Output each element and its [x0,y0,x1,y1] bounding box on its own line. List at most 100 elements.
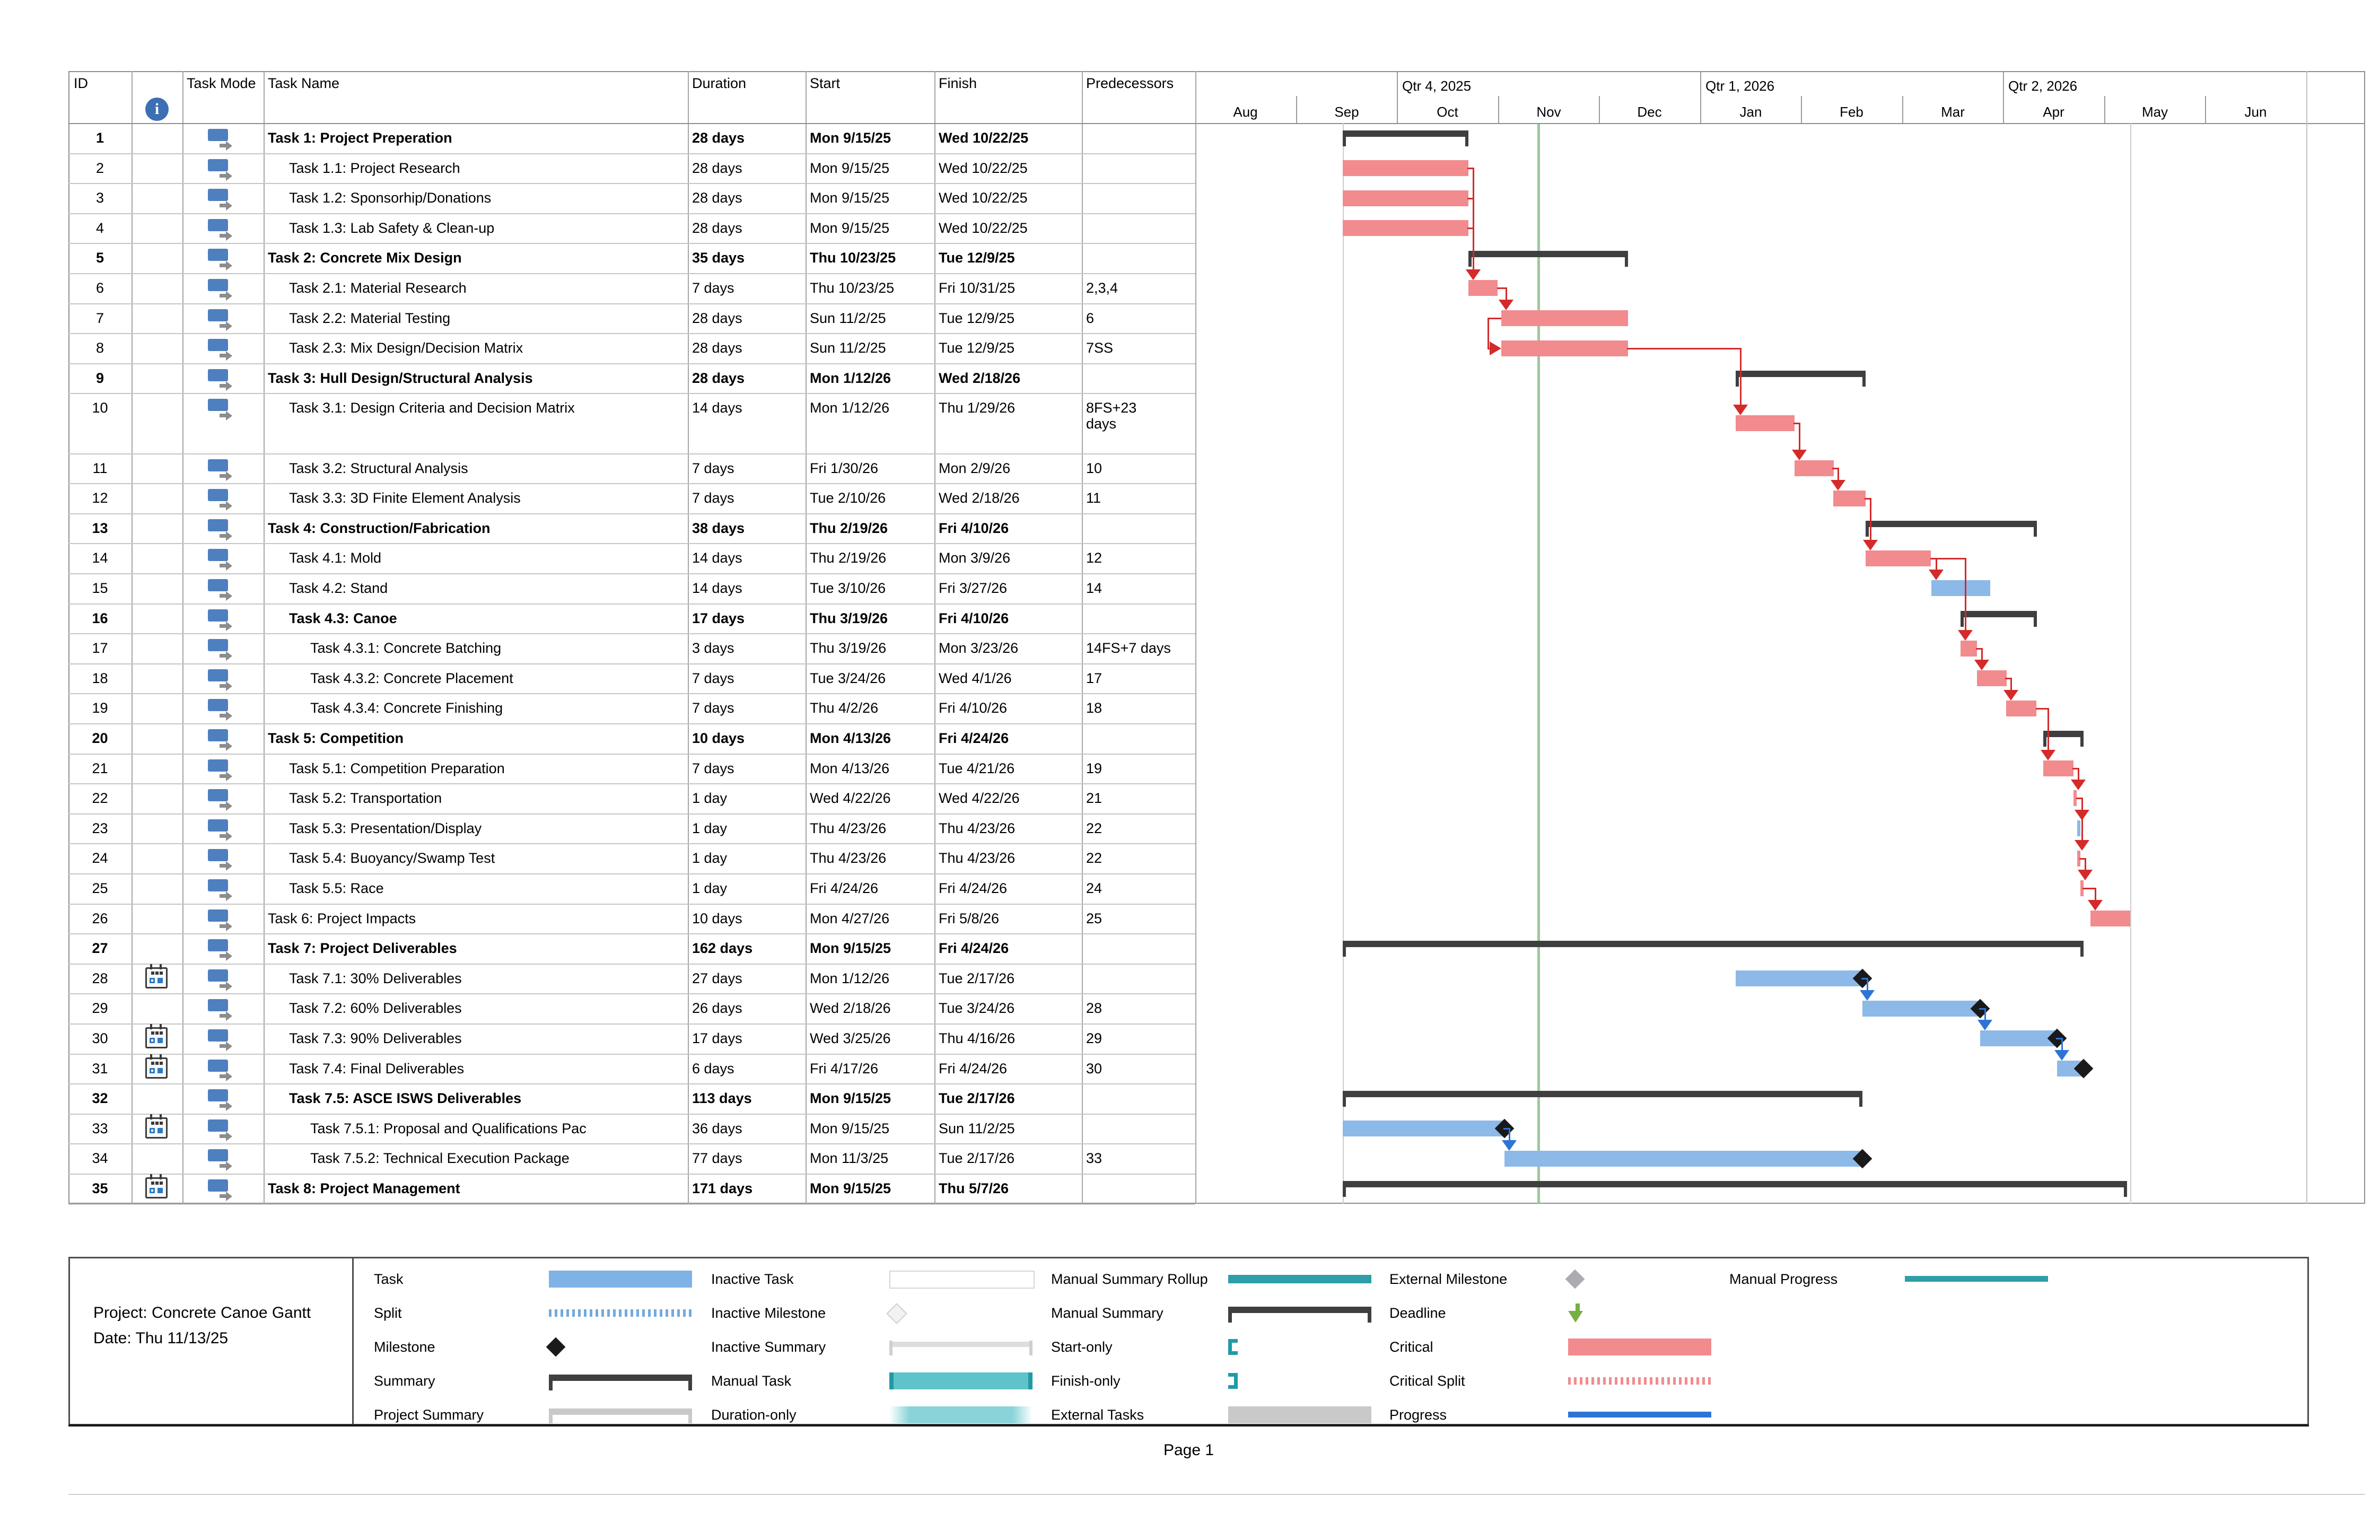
column-header-task-name[interactable]: Task Name [268,75,340,91]
gantt-bar[interactable] [2077,820,2080,836]
gantt-bar[interactable] [2073,790,2077,806]
task-row[interactable]: 9 Task 3: Hull Design/Structural Analysis… [68,363,1195,393]
gantt-bar[interactable] [1736,970,1862,986]
gantt-bar[interactable] [1504,1151,1862,1167]
task-row[interactable]: 19 Task 4.3.4: Concrete Finishing 7 days Th… [68,693,1195,723]
task-row[interactable]: 6 Task 2.1: Material Research 7 days Thu 10… [68,273,1195,303]
summary-bar[interactable] [1343,941,2084,947]
month-tick [1599,96,1600,123]
gantt-bar[interactable] [1343,1121,1504,1136]
task-row[interactable]: 17 Task 4.3.1: Concrete Batching 3 days Thu… [68,633,1195,663]
task-row[interactable]: 30 Task 7.3: 90% Deliverables 17 days Wed 3… [68,1023,1195,1054]
task-row[interactable]: 10 Task 3.1: Design Criteria and Decision… [68,393,1195,453]
task-mode-arrow-stem [220,954,226,958]
task-row[interactable]: 12 Task 3.3: 3D Finite Element Analysis 7 … [68,483,1195,513]
task-row[interactable]: 31 Task 7.4: Final Deliverables 6 days Fri … [68,1054,1195,1084]
task-row[interactable]: 32 Task 7.5: ASCE ISWS Deliverables 113 da… [68,1083,1195,1114]
summary-bar[interactable] [1343,130,1468,137]
summary-bar[interactable] [1468,251,1628,257]
column-header-start[interactable]: Start [810,75,841,91]
gantt-bar[interactable] [1343,190,1468,206]
task-row[interactable]: 13 Task 4: Construction/Fabrication 38 day… [68,513,1195,544]
cell-finish: Tue 3/24/26 [939,1000,1015,1016]
cell-id: 32 [92,1090,108,1106]
gantt-bar[interactable] [2077,851,2080,867]
gantt-bar[interactable] [1931,580,1990,596]
gantt-bar[interactable] [1795,460,1834,476]
task-row[interactable]: 27 Task 7: Project Deliverables 162 days Mo… [68,933,1195,964]
cell-task-name: Task 7.5: ASCE ISWS Deliverables [289,1090,522,1106]
gantt-bar[interactable] [1980,1030,2057,1046]
row-separator [68,273,1195,274]
gantt-bar[interactable] [1501,310,1628,326]
column-header-predecessors[interactable]: Predecessors [1086,75,1174,91]
calendar-square-filled [158,1038,163,1043]
summary-bar[interactable] [1866,521,2036,527]
cell-finish: Fri 4/10/26 [939,700,1008,716]
legend-label: Critical Split [1389,1373,1465,1389]
legend-swatch-task [549,1271,692,1288]
task-row[interactable]: 29 Task 7.2: 60% Deliverables 26 days Wed 2… [68,993,1195,1023]
gantt-bar[interactable] [1977,670,2007,686]
month-tick [1296,96,1297,123]
summary-bar[interactable] [1343,1181,2127,1187]
gantt-bar[interactable] [2043,760,2073,776]
task-row[interactable]: 14 Task 4.1: Mold 14 days Thu 2/19/26 Mon 3/… [68,543,1195,573]
gantt-bar[interactable] [1736,415,1795,431]
task-row[interactable]: 4 Task 1.3: Lab Safety & Clean-up 28 days M… [68,213,1195,243]
task-row[interactable]: 18 Task 4.3.2: Concrete Placement 7 days Tu… [68,663,1195,694]
task-row[interactable]: 11 Task 3.2: Structural Analysis 7 days Fri… [68,453,1195,484]
cell-id: 6 [95,280,104,296]
info-icon[interactable]: i [145,98,169,121]
gantt-bar[interactable] [1961,641,1977,657]
task-row[interactable]: 5 Task 2: Concrete Mix Design 35 days Thu 1… [68,243,1195,273]
gantt-bar[interactable] [1862,1001,1980,1017]
task-mode-arrow-head [226,832,232,841]
cell-predecessors: 11 [1086,490,1101,506]
cell-id: 11 [92,460,108,476]
gantt-bar[interactable] [2006,701,2036,716]
task-row[interactable]: 21 Task 5.1: Competition Preparation 7 day… [68,754,1195,784]
gantt-bar[interactable] [1866,550,1931,566]
cell-duration: 1 day [692,880,728,896]
task-row[interactable]: 23 Task 5.3: Presentation/Display 1 day Thu… [68,813,1195,844]
task-row[interactable]: 28 Task 7.1: 30% Deliverables 27 days Mon 1… [68,964,1195,994]
task-row[interactable]: 34 Task 7.5.2: Technical Execution Packag… [68,1143,1195,1174]
task-row[interactable]: 16 Task 4.3: Canoe 17 days Thu 3/19/26 Fri 4… [68,603,1195,634]
gantt-bar[interactable] [1343,160,1468,176]
gantt-bar[interactable] [1833,491,1866,506]
task-mode-bar [208,759,228,772]
task-row[interactable]: 2 Task 1.1: Project Research 28 days Mon 9/… [68,153,1195,183]
task-row[interactable]: 15 Task 4.2: Stand 14 days Tue 3/10/26 Fri 3… [68,573,1195,603]
task-row[interactable]: 3 Task 1.2: Sponsorhip/Donations 28 days Mo… [68,183,1195,213]
column-header-finish[interactable]: Finish [939,75,977,91]
gantt-bar[interactable] [2090,911,2130,926]
row-separator [68,1023,1195,1025]
task-row[interactable]: 33 Task 7.5.1: Proposal and Qualification… [68,1114,1195,1144]
task-row[interactable]: 8 Task 2.3: Mix Design/Decision Matrix 28 … [68,333,1195,363]
link-line [1488,318,1489,348]
summary-bar[interactable] [1961,611,2036,617]
task-row[interactable]: 20 Task 5: Competition 10 days Mon 4/13/26 F… [68,723,1195,754]
gantt-bar[interactable] [1501,340,1628,356]
cell-start: Thu 4/23/26 [810,820,887,836]
task-row[interactable]: 26 Task 6: Project Impacts 10 days Mon 4/27… [68,904,1195,934]
task-row[interactable]: 7 Task 2.2: Material Testing 28 days Sun 11… [68,303,1195,334]
task-row[interactable]: 24 Task 5.4: Buoyancy/Swamp Test 1 day Thu … [68,843,1195,873]
summary-bar[interactable] [1736,371,1866,377]
task-row[interactable]: 25 Task 5.5: Race 1 day Fri 4/24/26 Fri 4/24… [68,873,1195,904]
column-header-task-mode[interactable]: Task Mode [187,75,256,91]
summary-bar[interactable] [1343,1091,1862,1097]
cell-finish: Fri 4/10/26 [939,610,1009,626]
task-row[interactable]: 1 Task 1: Project Preperation 28 days Mon 9… [68,123,1195,153]
task-row[interactable]: 35 Task 8: Project Management 171 days Mon … [68,1174,1195,1204]
column-header-duration[interactable]: Duration [692,75,747,91]
summary-bar[interactable] [2043,731,2084,737]
gantt-bar[interactable] [1343,220,1468,236]
cell-finish: Wed 10/22/25 [939,130,1029,146]
gantt-bar[interactable] [1468,280,1498,296]
gantt-bar[interactable] [2080,880,2084,896]
task-row[interactable]: 22 Task 5.2: Transportation 1 day Wed 4/22/… [68,783,1195,813]
column-header-id[interactable]: ID [74,75,88,91]
task-mode-bar [208,1029,228,1042]
